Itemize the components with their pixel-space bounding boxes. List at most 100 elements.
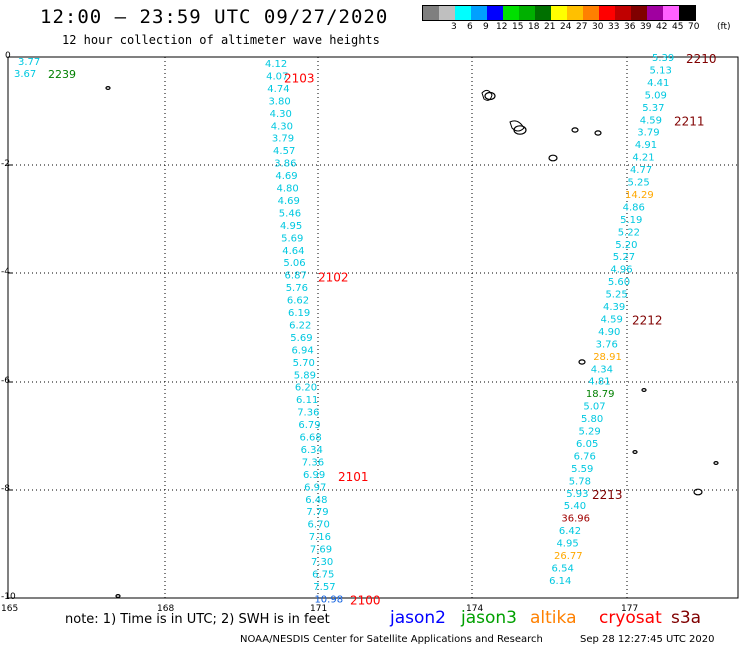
swh-value: 26.77	[554, 551, 583, 562]
swh-value: 6.54	[552, 563, 574, 574]
legend-swatch	[567, 6, 583, 20]
latitude-label: -10	[1, 592, 16, 602]
generated-time: Sep 28 12:27:45 UTC 2020	[580, 634, 715, 645]
swh-value: 5.70	[293, 358, 315, 369]
latitude-label: -2	[1, 159, 10, 169]
swh-value: 6.42	[559, 526, 581, 537]
island-outline	[484, 91, 496, 101]
swh-value: 7.69	[310, 545, 332, 556]
pass-time-label: 2100	[350, 593, 381, 607]
island-outline	[713, 461, 719, 466]
legend-swatch	[663, 6, 679, 20]
swh-value: 7.30	[311, 557, 333, 568]
swh-value: 6.11	[296, 395, 318, 406]
satellite-name: s3a	[671, 608, 702, 628]
longitude-label: 171	[310, 604, 328, 614]
swh-value: 10.98	[314, 594, 343, 605]
pass-time-label: 2239	[48, 68, 76, 81]
pass-time-label: 2102	[318, 271, 349, 285]
legend-swatch	[519, 6, 535, 20]
satellite-name: altika	[530, 608, 577, 628]
swh-value: 6.70	[308, 520, 330, 531]
swh-value: 5.25	[605, 290, 627, 301]
swh-value: 5.60	[608, 277, 630, 288]
latitude-label: -8	[1, 484, 10, 494]
swh-value: 4.12	[265, 59, 287, 70]
swh-value: 6.19	[288, 308, 310, 319]
island-outline	[578, 359, 586, 365]
swh-value: 6.68	[300, 433, 322, 444]
swh-value: 5.19	[620, 215, 642, 226]
swh-value: 6.48	[305, 495, 327, 506]
swh-value: 4.07	[266, 71, 288, 82]
legend-tick-label: 18	[528, 22, 540, 32]
swh-value: 6.99	[303, 470, 325, 481]
swh-value: 4.30	[270, 109, 292, 120]
swh-value: 4.64	[282, 246, 304, 257]
island-outline	[641, 388, 647, 393]
swh-value: 5.69	[290, 333, 312, 344]
pass-time-label: 2101	[338, 470, 369, 484]
latitude-label: -4	[1, 267, 10, 277]
swh-value: 4.74	[267, 84, 289, 95]
legend-swatch	[535, 6, 551, 20]
legend-tick-label: 45	[672, 22, 684, 32]
map-frame	[7, 56, 739, 599]
legend-swatch	[487, 6, 503, 20]
swh-value: 4.34	[591, 364, 613, 375]
pass-time-label: 2212	[632, 313, 663, 327]
legend-tick-label: 27	[576, 22, 588, 32]
swh-value: 5.29	[579, 427, 601, 438]
legend-swatch	[583, 6, 599, 20]
swh-value: 5.13	[650, 65, 672, 76]
legend-swatch	[551, 6, 567, 20]
legend-tick-label: 70	[688, 22, 700, 32]
legend-tick-label: 42	[656, 22, 668, 32]
swh-value: 4.90	[598, 327, 620, 338]
swh-value: 4.39	[603, 302, 625, 313]
color-legend	[422, 5, 696, 21]
swh-value: 6.97	[304, 482, 326, 493]
swh-value: 3.79	[637, 128, 659, 139]
swh-value: 5.76	[286, 283, 308, 294]
swh-value: 5.20	[615, 240, 637, 251]
swh-value: 4.95	[280, 221, 302, 232]
legend-unit: (ft)	[717, 22, 731, 32]
legend-swatch	[455, 6, 471, 20]
legend-swatch	[503, 6, 519, 20]
swh-value: 4.59	[601, 314, 623, 325]
swh-value: 6.14	[549, 576, 571, 587]
swh-value: 4.69	[278, 196, 300, 207]
legend-tick-label: 33	[608, 22, 620, 32]
swh-value: 6.75	[312, 569, 334, 580]
swh-value: 3.79	[272, 134, 294, 145]
swh-value: 5.93	[566, 489, 588, 500]
island-outline	[481, 89, 493, 101]
longitude-label: 174	[466, 604, 484, 614]
page-subtitle: 12 hour collection of altimeter wave hei…	[62, 33, 380, 47]
legend-tick-label: 39	[640, 22, 652, 32]
swh-value: 6.20	[295, 383, 317, 394]
longitude-label: 165	[1, 604, 19, 614]
swh-value: 7.16	[309, 532, 331, 543]
swh-value: 4.80	[277, 184, 299, 195]
legend-swatch	[439, 6, 455, 20]
footer-note: note: 1) Time is in UTC; 2) SWH is in fe…	[65, 612, 330, 627]
swh-value: 5.69	[281, 233, 303, 244]
legend-swatch	[471, 6, 487, 20]
swh-value: 4.21	[632, 153, 654, 164]
page-title: 12:00 – 23:59 UTC 09/27/2020	[40, 6, 389, 28]
swh-value: 4.59	[640, 115, 662, 126]
swh-value: 7.57	[313, 582, 335, 593]
legend-swatch	[423, 6, 439, 20]
swh-value: 4.30	[271, 121, 293, 132]
swh-value: 7.36	[297, 408, 319, 419]
island-outline	[594, 130, 602, 136]
legend-tick-label: 15	[512, 22, 524, 32]
swh-value: 7.36	[302, 457, 324, 468]
swh-value: 3.86	[274, 159, 296, 170]
swh-value: 5.09	[645, 90, 667, 101]
swh-value: 5.06	[283, 258, 305, 269]
